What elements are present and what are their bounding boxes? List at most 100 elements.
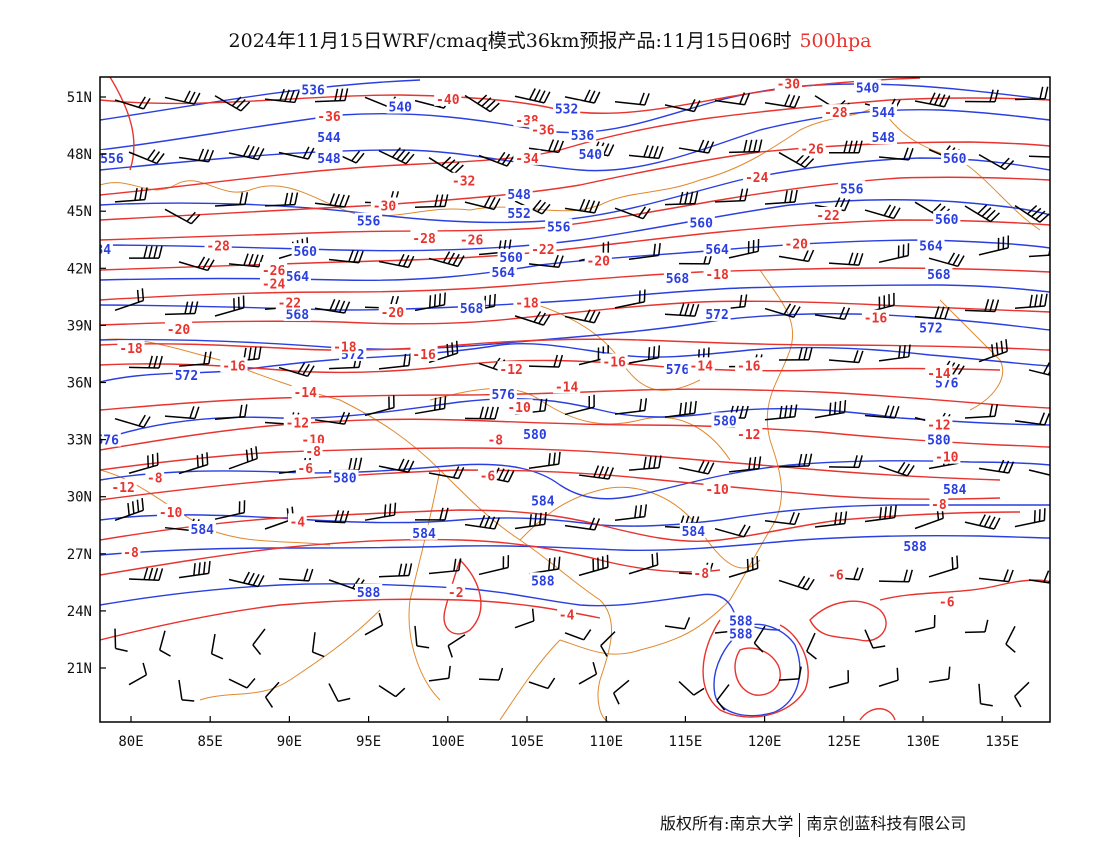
wind-barb <box>378 253 415 269</box>
height-contour-label: 572 <box>175 369 198 384</box>
height-contour-label-bg <box>703 305 731 321</box>
wind-barb <box>978 683 993 707</box>
temperature-contour-label-bg <box>299 431 327 447</box>
temperature-contour-label: -8 <box>931 498 947 513</box>
height-contour-label-bg <box>386 98 414 114</box>
temperature-contour-label-bg <box>410 229 438 245</box>
wind-barb <box>128 149 165 165</box>
wind-barb <box>828 455 863 469</box>
wind-barb <box>1028 469 1050 478</box>
temperature-contour-label-bg <box>513 149 541 165</box>
wind-barb <box>478 667 504 681</box>
temperature-contour-label: -8 <box>147 472 163 487</box>
temperature-contour-label: -10 <box>159 506 183 521</box>
temperature-contours <box>100 77 1050 721</box>
height-contour-label: 584 <box>943 483 967 498</box>
wind-barb <box>128 567 164 582</box>
wind-barb <box>678 460 715 475</box>
height-contour-label-bg <box>727 612 755 628</box>
temperature-contour-label: -34 <box>515 152 539 167</box>
height-contour-label: 556 <box>100 152 124 167</box>
height-contour-label-bg <box>283 305 311 321</box>
wind-barb <box>514 311 551 326</box>
wind-barbs <box>114 86 1050 711</box>
temperature-contour-label: -2 <box>448 586 464 601</box>
temperature-contour-label: -8 <box>305 445 321 460</box>
wind-barb <box>764 189 798 205</box>
height-contour-label-bg <box>291 243 319 259</box>
wind-barb <box>928 555 959 578</box>
temperature-contour-label-bg <box>529 241 557 257</box>
height-contour-label-bg <box>545 218 573 234</box>
wind-barb <box>128 452 159 475</box>
wind-barb <box>178 452 209 475</box>
wind-barb <box>878 344 911 362</box>
wind-barb <box>778 248 815 263</box>
wind-barb <box>228 144 265 161</box>
height-contour-label-bg <box>941 149 969 165</box>
temperature-contour-label-bg <box>259 275 288 291</box>
temperature-contour-label: -20 <box>587 255 611 270</box>
wind-barb <box>428 665 451 682</box>
temperature-contour-label: -16 <box>737 359 761 374</box>
wind-barb <box>1028 362 1050 378</box>
height-contour-label-bg <box>925 265 953 281</box>
wind-barb <box>311 632 325 658</box>
wind-barb <box>878 461 915 477</box>
wind-barb <box>314 88 349 103</box>
temperature-contour-label-bg <box>145 469 165 485</box>
wind-barb <box>164 301 199 316</box>
wind-barb <box>178 560 211 579</box>
temperature-contour-label: -26 <box>800 142 824 157</box>
wind-barb <box>1028 570 1050 586</box>
height-contour-label: 552 <box>507 207 530 222</box>
temperature-contour-label-bg <box>529 121 557 137</box>
height-contour-label: 568 <box>927 268 951 283</box>
height-contour-label: 540 <box>389 101 413 116</box>
wind-barb <box>614 92 650 106</box>
temperature-contour-label-bg <box>410 345 438 361</box>
temperature-contour-label: -12 <box>927 418 950 433</box>
height-contour-label-bg <box>869 104 897 120</box>
temperature-contour-label: -22 <box>531 243 554 258</box>
temperature-contour-label-bg <box>331 338 359 354</box>
wind-barb <box>1028 242 1050 258</box>
latitude-axis: 51N 48N 45N 42N 39N 36N 33N 30N 27N 24N 21N <box>67 90 106 677</box>
height-contour-label: 536 <box>571 129 595 144</box>
wind-barb <box>428 156 464 175</box>
height-contour-label-bg <box>100 431 121 447</box>
wind-barb <box>264 681 280 708</box>
wind-barb <box>414 292 446 312</box>
wind-barb <box>178 351 212 367</box>
wind-barb <box>178 256 215 272</box>
height-contour-label-bg <box>521 425 549 441</box>
wind-barb <box>128 355 163 369</box>
temperature-contour-label-bg <box>291 383 319 399</box>
temperature-contour-label-bg <box>861 309 890 325</box>
height-contour-label-bg <box>172 366 201 382</box>
wind-barb <box>664 303 700 317</box>
height-contour-label: 580 <box>333 472 357 487</box>
height-contour-label-bg <box>529 492 557 508</box>
wind-barb <box>414 194 449 208</box>
height-contour-label-bg <box>553 100 581 116</box>
lon-tick-label: 115E <box>669 734 703 750</box>
lon-tick-label: 110E <box>589 734 623 750</box>
height-contour-label-bg <box>568 127 597 143</box>
wind-barb <box>600 631 616 657</box>
temperature-contour-label-bg <box>505 399 533 415</box>
height-contour-label-bg <box>355 583 383 599</box>
wind-barb <box>978 235 1010 256</box>
height-contour-label: 532 <box>555 102 578 117</box>
temperature-contour-label-bg <box>485 431 505 447</box>
height-contour-label: 580 <box>927 434 951 449</box>
temperature-contour-label: -10 <box>507 401 531 416</box>
wind-barb <box>964 89 999 103</box>
wind-barb <box>164 406 200 420</box>
wind-barb <box>828 140 863 154</box>
wind-barb <box>864 405 900 419</box>
height-contour-label: 564 <box>286 270 310 285</box>
wind-barb <box>428 251 465 268</box>
wind-barb <box>264 192 299 207</box>
